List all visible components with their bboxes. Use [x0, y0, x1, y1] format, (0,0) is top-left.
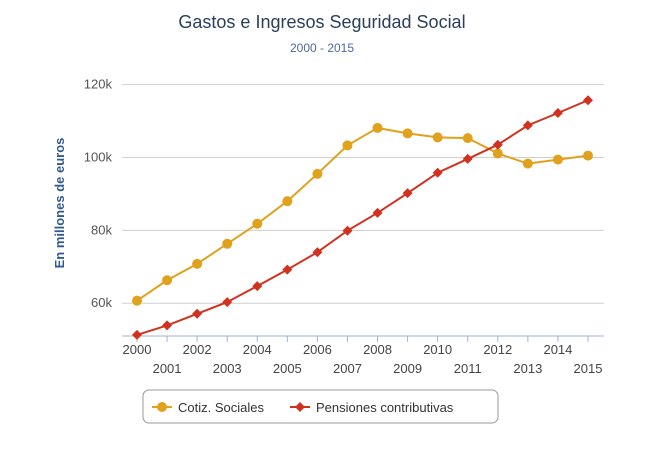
- data-point[interactable]: [222, 238, 233, 249]
- y-tick-label: 80k: [91, 222, 112, 237]
- data-point[interactable]: [462, 153, 473, 164]
- data-point[interactable]: [312, 247, 323, 258]
- data-point[interactable]: [252, 281, 263, 292]
- y-tick-label: 60k: [91, 295, 112, 310]
- data-point[interactable]: [432, 132, 443, 143]
- data-point[interactable]: [372, 207, 383, 218]
- y-tick-label: 100k: [84, 149, 113, 164]
- legend-label-pensiones: Pensiones contributivas: [316, 400, 454, 415]
- x-tick-label: 2010: [423, 342, 452, 357]
- data-point[interactable]: [192, 308, 203, 319]
- data-point[interactable]: [583, 95, 593, 106]
- series-line: [136, 99, 589, 336]
- x-tick-label: 2012: [483, 342, 512, 357]
- legend-item-cotiz-sociales[interactable]: Cotiz. Sociales: [152, 400, 264, 415]
- data-point[interactable]: [342, 140, 353, 151]
- x-tick-label: 2008: [363, 342, 392, 357]
- x-tick-label: 2000: [123, 342, 152, 357]
- x-tick-label: 2003: [213, 361, 242, 376]
- data-point[interactable]: [432, 167, 443, 178]
- y-tick-label: 120k: [84, 77, 113, 92]
- x-tick-label: 2005: [273, 361, 302, 376]
- grid-lines: [122, 84, 604, 304]
- data-point[interactable]: [162, 320, 173, 331]
- x-tick-label: 2004: [243, 342, 272, 357]
- y-axis-ticks: 60k 80k 100k 120k: [84, 77, 113, 311]
- x-tick-label: 2015: [574, 361, 603, 376]
- legend-box: [142, 389, 499, 424]
- x-tick-label: 2013: [513, 361, 542, 376]
- legend-label-cotiz: Cotiz. Sociales: [178, 400, 264, 415]
- x-tick-label: 2014: [543, 342, 572, 357]
- data-point[interactable]: [252, 218, 263, 229]
- data-point[interactable]: [522, 120, 533, 131]
- data-point[interactable]: [402, 128, 413, 139]
- data-point[interactable]: [342, 225, 353, 236]
- x-tick-label: 2011: [454, 361, 482, 376]
- data-point[interactable]: [222, 297, 233, 308]
- legend-item-pensiones[interactable]: Pensiones contributivas: [290, 400, 454, 415]
- x-tick-label: 2009: [393, 361, 422, 376]
- data-point[interactable]: [522, 158, 533, 169]
- data-point[interactable]: [312, 168, 323, 179]
- data-point[interactable]: [552, 154, 563, 165]
- legend-marker-circle-icon: [157, 402, 167, 412]
- data-point[interactable]: [492, 148, 503, 159]
- data-point[interactable]: [462, 133, 473, 144]
- x-tick-label: 2007: [333, 361, 362, 376]
- legend-marker-diamond-icon: [295, 402, 305, 412]
- data-point[interactable]: [372, 122, 383, 133]
- x-axis: 2000200120022003200420052006200720082009…: [122, 335, 604, 376]
- chart-title: Gastos e Ingresos Seguridad Social: [178, 12, 465, 32]
- x-tick-label: 2006: [303, 342, 332, 357]
- x-tick-label: 2002: [183, 342, 212, 357]
- data-point[interactable]: [282, 264, 293, 275]
- series-group: [132, 95, 593, 340]
- y-axis-label: En millones de euros: [52, 138, 67, 269]
- data-point[interactable]: [583, 150, 593, 161]
- data-point[interactable]: [402, 188, 413, 199]
- legend: Cotiz. Sociales Pensiones contributivas: [142, 389, 499, 424]
- data-point[interactable]: [552, 107, 563, 118]
- data-point[interactable]: [492, 139, 503, 150]
- x-tick-label: 2001: [153, 361, 182, 376]
- series-line: [136, 126, 589, 302]
- data-point[interactable]: [162, 275, 173, 286]
- data-point[interactable]: [282, 196, 293, 207]
- data-point[interactable]: [132, 295, 142, 306]
- data-point[interactable]: [192, 258, 203, 269]
- chart-subtitle: 2000 - 2015: [290, 41, 354, 55]
- data-point[interactable]: [132, 329, 142, 340]
